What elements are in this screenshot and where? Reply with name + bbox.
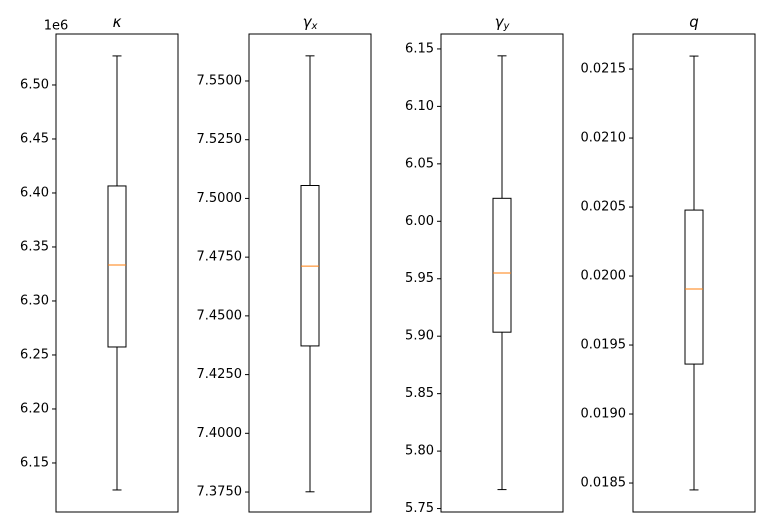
panel-title: γx — [303, 13, 318, 33]
y-tick-label: 0.0205 — [581, 200, 627, 215]
offset-label: 1e6 — [44, 19, 69, 34]
y-tick-label: 6.50 — [20, 77, 49, 92]
box — [492, 197, 512, 333]
y-tick-label: 6.05 — [405, 156, 434, 171]
y-tick-label: 0.0210 — [581, 131, 627, 146]
panel-title-sub: x — [310, 21, 317, 32]
panel-title: γy — [495, 13, 511, 33]
y-tick-label: 7.5500 — [197, 73, 243, 88]
axes-frame — [632, 33, 756, 513]
y-tick-label: 7.5250 — [197, 132, 243, 147]
y-tick-label: 6.40 — [20, 185, 49, 200]
box — [107, 185, 127, 348]
y-tick-label: 6.00 — [405, 214, 434, 229]
y-tick-label: 7.4750 — [197, 250, 243, 265]
panel-title-main: γ — [303, 13, 313, 31]
y-tick-label: 5.75 — [405, 501, 434, 516]
y-tick-label: 7.4250 — [197, 367, 243, 382]
y-tick-label: 6.45 — [20, 131, 49, 146]
box — [684, 209, 704, 365]
panel-title-sub: y — [502, 21, 510, 32]
panel-title: κ — [113, 13, 122, 31]
panel-title: q — [689, 13, 699, 31]
panel-title-main: κ — [113, 13, 122, 31]
y-tick-label: 5.80 — [405, 444, 434, 459]
y-tick-label: 5.85 — [405, 386, 434, 401]
panel-title-main: q — [689, 13, 699, 31]
y-tick-label: 6.10 — [405, 99, 434, 114]
y-tick-label: 6.15 — [405, 41, 434, 56]
axes-frame — [55, 33, 179, 513]
y-tick-label: 0.0195 — [581, 338, 627, 353]
y-tick-label: 7.4500 — [197, 308, 243, 323]
y-tick-label: 6.25 — [20, 347, 49, 362]
y-tick-label: 5.90 — [405, 329, 434, 344]
y-tick-label: 0.0215 — [581, 62, 627, 77]
panel-title-main: γ — [495, 13, 505, 31]
y-tick-label: 6.20 — [20, 401, 49, 416]
y-tick-label: 7.3750 — [197, 485, 243, 500]
y-tick-label: 7.5000 — [197, 191, 243, 206]
y-tick-label: 0.0200 — [581, 269, 627, 284]
y-tick-label: 6.35 — [20, 239, 49, 254]
y-tick-label: 6.30 — [20, 293, 49, 308]
y-tick-label: 5.95 — [405, 271, 434, 286]
axes-frame — [248, 33, 372, 513]
y-tick-label: 0.0185 — [581, 476, 627, 491]
y-tick-label: 7.4000 — [197, 426, 243, 441]
axes-frame — [440, 33, 564, 513]
y-tick-label: 6.15 — [20, 455, 49, 470]
y-tick-label: 0.0190 — [581, 407, 627, 422]
